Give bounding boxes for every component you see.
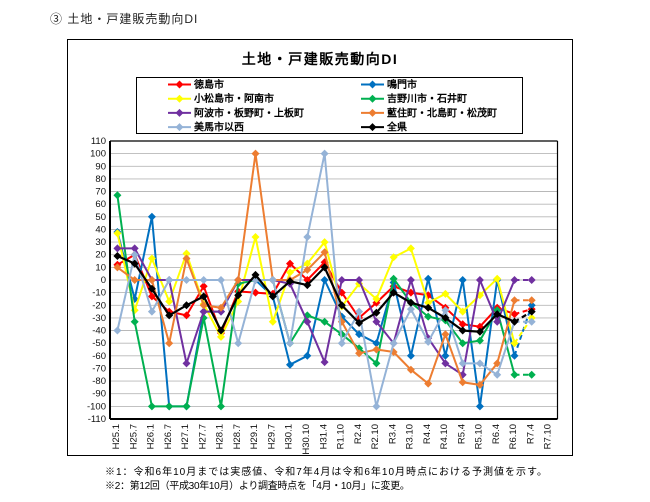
svg-text:美馬市以西: 美馬市以西 (194, 121, 244, 134)
svg-text:R1.10: R1.10 (336, 424, 347, 449)
svg-text:-30: -30 (92, 313, 106, 324)
svg-text:0: 0 (101, 275, 106, 286)
svg-text:鳴門市: 鳴門市 (387, 78, 417, 91)
svg-text:R3.4: R3.4 (387, 424, 398, 444)
svg-text:70: 70 (95, 187, 106, 198)
svg-text:10: 10 (95, 262, 106, 273)
svg-text:小松島市・阿南市: 小松島市・阿南市 (193, 92, 274, 105)
svg-text:110: 110 (91, 136, 106, 147)
svg-text:R6.4: R6.4 (491, 424, 502, 444)
svg-text:-20: -20 (92, 300, 106, 311)
svg-text:-100: -100 (87, 401, 106, 412)
svg-text:-90: -90 (92, 389, 106, 400)
svg-text:H29.7: H29.7 (267, 424, 278, 449)
svg-text:-40: -40 (92, 326, 106, 337)
svg-text:H28.1: H28.1 (215, 424, 226, 449)
svg-text:R2.10: R2.10 (370, 424, 381, 449)
svg-text:H27.7: H27.7 (197, 424, 208, 449)
svg-text:H26.1: H26.1 (146, 424, 157, 449)
svg-text:R3.10: R3.10 (405, 424, 416, 449)
svg-text:徳島市: 徳島市 (193, 78, 224, 91)
svg-text:R5.10: R5.10 (474, 424, 485, 449)
svg-text:80: 80 (95, 174, 106, 185)
svg-text:H25.7: H25.7 (128, 424, 139, 449)
svg-text:60: 60 (95, 199, 106, 210)
svg-text:H29.1: H29.1 (249, 424, 260, 449)
svg-text:H31.4: H31.4 (318, 424, 329, 449)
svg-text:-50: -50 (92, 338, 106, 349)
svg-text:H25.1: H25.1 (111, 424, 122, 449)
svg-text:100: 100 (90, 149, 106, 160)
svg-text:R4.4: R4.4 (422, 424, 433, 444)
svg-text:90: 90 (95, 161, 106, 172)
svg-text:-60: -60 (92, 351, 106, 362)
svg-text:-10: -10 (92, 288, 106, 299)
svg-text:40: 40 (95, 225, 106, 236)
svg-text:阿波市・板野町・上板町: 阿波市・板野町・上板町 (194, 106, 304, 119)
svg-text:H26.7: H26.7 (163, 424, 174, 449)
svg-text:H30.1: H30.1 (284, 424, 295, 449)
svg-text:H30.10: H30.10 (301, 424, 312, 455)
svg-text:R2.4: R2.4 (353, 424, 364, 444)
svg-text:R7.10: R7.10 (543, 424, 554, 449)
svg-text:R6.10: R6.10 (508, 424, 519, 449)
svg-text:藍住町・北島町・松茂町: 藍住町・北島町・松茂町 (387, 106, 497, 119)
svg-text:50: 50 (95, 212, 106, 223)
svg-text:R5.4: R5.4 (456, 424, 467, 444)
svg-text:全県: 全県 (386, 121, 407, 134)
svg-text:-70: -70 (92, 363, 106, 374)
svg-text:30: 30 (95, 237, 106, 248)
svg-text:R7.4: R7.4 (525, 424, 536, 444)
svg-text:H27.1: H27.1 (180, 424, 191, 449)
svg-text:H28.7: H28.7 (232, 424, 243, 449)
svg-text:R4.10: R4.10 (439, 424, 450, 449)
svg-text:20: 20 (95, 250, 106, 261)
svg-text:-80: -80 (92, 376, 106, 387)
svg-text:吉野川市・石井町: 吉野川市・石井町 (387, 92, 467, 105)
svg-text:-110: -110 (88, 414, 106, 425)
